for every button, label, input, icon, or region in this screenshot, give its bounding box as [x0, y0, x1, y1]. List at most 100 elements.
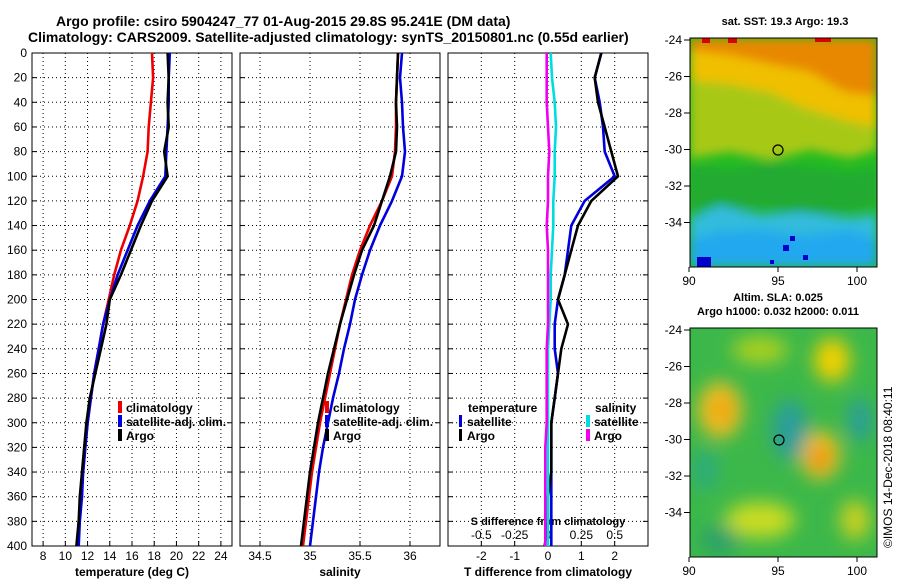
legend-swatch-s-argo [586, 429, 590, 441]
sst-map-frame [689, 37, 878, 268]
legend-swatch-s-satellite [586, 415, 590, 427]
map-y-tick-label: -30 [665, 433, 683, 447]
t-difference-x-ticks: -2 -1 0 1 2 [476, 549, 618, 563]
legend-label-argo: Argo [126, 429, 154, 443]
map-x-tick-label: 90 [682, 274, 696, 288]
s-diff-tick-label: -0.25 [501, 528, 529, 542]
sst-map-image [690, 38, 877, 267]
legend-label-argo: Argo [333, 429, 361, 443]
imos-credit: ©IMOS 14-Dec-2018 08:40:11 [881, 386, 895, 548]
x-tick-label: 12 [81, 549, 95, 563]
map-x-tick-label: 95 [771, 564, 785, 578]
sst-map-y-ticks: -24 -26 -28 -30 -32 -34 [665, 33, 690, 230]
legend-label-satellite-adj: satellite-adj. clim. [333, 415, 433, 429]
x-tick-label: 2 [611, 549, 618, 563]
depth-tick-label: 360 [7, 490, 27, 504]
sst-map-x-ticks: 90 95 100 [682, 267, 867, 288]
legend-label-climatology: climatology [126, 401, 193, 415]
x-tick-label: 24 [214, 549, 228, 563]
salinity-x-ticks: 34.5 35 35.5 36 [248, 549, 417, 563]
depth-tick-label: 100 [7, 169, 27, 183]
depth-tick-label: 140 [7, 219, 27, 233]
depth-tick-label: 40 [14, 95, 28, 109]
series-line-satellite-adj-clim- [308, 52, 407, 547]
depth-tick-label: 160 [7, 243, 27, 257]
s-diff-tick-label: -0.5 [471, 528, 492, 542]
map-y-tick-label: -28 [665, 396, 683, 410]
profile-lines [75, 52, 620, 547]
x-tick-label: -1 [509, 549, 520, 563]
map-x-tick-label: 90 [682, 564, 696, 578]
depth-tick-label: 20 [14, 71, 28, 85]
temperature-x-ticks: 8 10 12 14 16 18 20 22 24 [40, 549, 228, 563]
x-tick-label: 0 [545, 549, 552, 563]
legend-label-s-satellite: satellite [594, 415, 639, 429]
depth-tick-label: 220 [7, 317, 27, 331]
x-tick-label: -2 [476, 549, 487, 563]
legend-label-climatology: climatology [333, 401, 400, 415]
temperature-x-label: temperature (deg C) [75, 565, 189, 579]
x-tick-label: 16 [125, 549, 139, 563]
legend-swatch-climatology [118, 401, 122, 413]
sla-map-title-line2: Argo h1000: 0.032 h2000: 0.011 [697, 306, 859, 318]
depth-tick-label: 260 [7, 366, 27, 380]
legend-label-t-satellite: satellite [467, 415, 512, 429]
x-tick-label: 22 [192, 549, 206, 563]
legend-swatch-argo [118, 429, 122, 441]
depth-tick-label: 300 [7, 416, 27, 430]
map-y-tick-label: -24 [665, 33, 683, 47]
sla-map-frame [689, 327, 878, 558]
salinity-x-label: salinity [319, 565, 361, 579]
legend-swatch-climatology [325, 401, 329, 413]
salinity-legend: climatology satellite-adj. clim. Argo [325, 401, 433, 443]
depth-tick-label: 380 [7, 514, 27, 528]
map-y-tick-label: -30 [665, 143, 683, 157]
figure-title-line2: Climatology: CARS2009. Satellite-adjuste… [28, 29, 629, 45]
x-tick-label: 8 [40, 549, 47, 563]
legend-swatch-satellite-adj [325, 415, 329, 427]
x-tick-label: 1 [578, 549, 585, 563]
depth-tick-label: 200 [7, 293, 27, 307]
sla-map-x-ticks: 90 95 100 [682, 557, 867, 578]
x-tick-label: 20 [170, 549, 184, 563]
depth-tick-label: 240 [7, 342, 27, 356]
map-y-tick-label: -32 [665, 469, 683, 483]
map-y-tick-label: -26 [665, 70, 683, 84]
depth-tick-label: 0 [20, 46, 27, 60]
sst-argo-position-marker [772, 144, 784, 156]
series-line-temperature-argo [543, 52, 620, 547]
x-tick-label: 35 [303, 549, 317, 563]
x-tick-label: 36 [403, 549, 417, 563]
series-line-salinity-argo [543, 53, 551, 546]
depth-tick-label: 340 [7, 465, 27, 479]
x-tick-label: 14 [103, 549, 117, 563]
x-tick-label: 35.5 [348, 549, 372, 563]
depth-tick-label: 60 [14, 120, 28, 134]
temperature-legend: climatology satellite-adj. clim. Argo [118, 401, 226, 443]
map-y-tick-label: -32 [665, 179, 683, 193]
depth-tick-label: 120 [7, 194, 27, 208]
x-tick-label: 34.5 [248, 549, 272, 563]
legend-title-salinity: salinity [595, 401, 637, 415]
legend-swatch-t-satellite [459, 415, 462, 427]
sla-map-y-ticks: -24 -26 -28 -30 -32 -34 [665, 323, 690, 520]
depth-tick-label: 280 [7, 391, 27, 405]
difference-legend: temperature satellite Argo salinity sate… [459, 401, 639, 443]
depth-tick-label: 400 [7, 539, 27, 553]
legend-label-t-argo: Argo [467, 429, 495, 443]
map-x-tick-label: 100 [847, 274, 867, 288]
legend-label-s-argo: Argo [594, 429, 622, 443]
s-diff-tick-label: 0.25 [570, 528, 594, 542]
figure-title-line1: Argo profile: csiro 5904247_77 01-Aug-20… [56, 13, 510, 29]
sla-map-title-line1: Altim. SLA: 0.025 [733, 292, 823, 304]
map-y-tick-label: -34 [665, 216, 683, 230]
legend-label-satellite-adj: satellite-adj. clim. [126, 415, 226, 429]
series-line-argo [299, 52, 400, 547]
sla-argo-position-marker [773, 434, 785, 446]
depth-tick-label: 320 [7, 440, 27, 454]
t-difference-x-label: T difference from climatology [464, 565, 632, 579]
series-line-argo [75, 52, 170, 547]
sst-map-title: sat. SST: 19.3 Argo: 19.3 [722, 16, 849, 28]
map-y-tick-label: -34 [665, 506, 683, 520]
